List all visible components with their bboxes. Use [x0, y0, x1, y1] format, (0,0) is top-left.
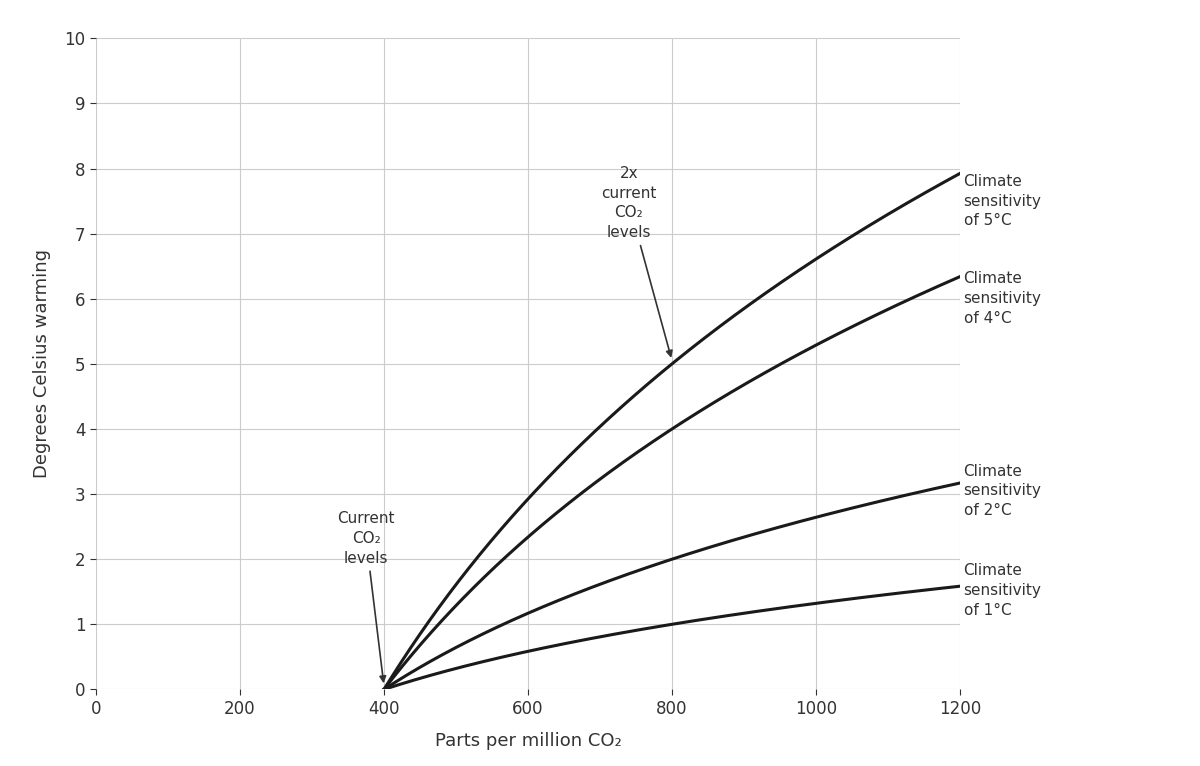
- Text: Current
CO₂
levels: Current CO₂ levels: [337, 511, 395, 682]
- X-axis label: Parts per million CO₂: Parts per million CO₂: [434, 732, 622, 750]
- Text: Climate
sensitivity
of 2°C: Climate sensitivity of 2°C: [964, 463, 1042, 518]
- Y-axis label: Degrees Celsius warming: Degrees Celsius warming: [32, 250, 50, 478]
- Text: Climate
sensitivity
of 1°C: Climate sensitivity of 1°C: [964, 563, 1042, 617]
- Text: Climate
sensitivity
of 5°C: Climate sensitivity of 5°C: [964, 174, 1042, 228]
- Text: Climate
sensitivity
of 4°C: Climate sensitivity of 4°C: [964, 271, 1042, 326]
- Text: 2x
current
CO₂
levels: 2x current CO₂ levels: [601, 165, 672, 356]
